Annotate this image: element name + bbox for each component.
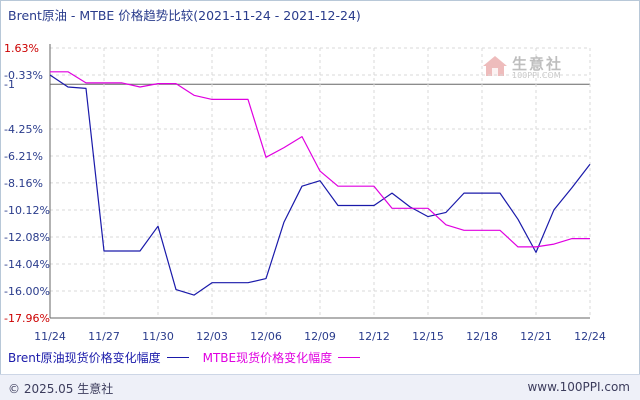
- house-logo-icon: [482, 55, 508, 81]
- legend-swatch-brent: [166, 357, 189, 358]
- axis-layer: [49, 44, 590, 319]
- x-tick-label: 12/15: [412, 330, 444, 343]
- series-line-mtbe: [50, 71, 590, 248]
- x-tick-label: 12/18: [466, 330, 498, 343]
- legend-swatch-mtbe: [338, 357, 361, 358]
- y-tick-label: -4.25%: [4, 123, 43, 136]
- y-tick-label: -16.00%: [4, 285, 50, 298]
- x-tick-label: 12/12: [358, 330, 390, 343]
- grid-layer: [49, 47, 591, 319]
- y-tick-label: -6.21%: [4, 150, 43, 163]
- x-tick-labels: 11/24 11/27 11/30 12/03 12/06 12/09 12/12 12/15…: [34, 330, 606, 343]
- y-tick-label: -10.12%: [4, 204, 50, 217]
- chart-title: Brent原油 - MTBE 价格趋势比较(2021-11-24 - 2021-…: [8, 8, 361, 23]
- y-tick-labels: 1.63% -0.33%-1 -4.25% -6.21% -8.16% -10.12% -1…: [4, 42, 50, 325]
- y-tick-label: -17.96%: [4, 312, 50, 325]
- x-tick-label: 12/24: [574, 330, 606, 343]
- x-tick-label: 11/27: [88, 330, 120, 343]
- legend-label-mtbe: MTBE现货价格变化幅度: [202, 351, 333, 365]
- x-tick-label: 11/30: [142, 330, 174, 343]
- y-tick-label: -0.33%: [4, 69, 43, 82]
- y-tick-label: -8.16%: [4, 177, 43, 190]
- series-line-brent: [49, 74, 591, 296]
- footer-copyright: © 2025.05 生意社: [8, 382, 114, 396]
- legend-item-mtbe: MTBE现货价格变化幅度: [203, 349, 361, 366]
- legend: Brent原油现货价格变化幅度 MTBE现货价格变化幅度: [8, 349, 374, 366]
- x-tick-label: 12/03: [196, 330, 228, 343]
- y-tick-label: 1.63%: [4, 42, 39, 55]
- x-tick-label: 12/06: [250, 330, 282, 343]
- legend-item-brent: Brent原油现货价格变化幅度: [8, 349, 189, 366]
- legend-label-brent: Brent原油现货价格变化幅度: [8, 351, 161, 365]
- x-tick-label: 12/21: [520, 330, 552, 343]
- footer-site-link[interactable]: www.100PPI.com: [527, 380, 630, 394]
- y-tick-label: -14.04%: [4, 258, 50, 271]
- y-tick-label: -1: [4, 78, 15, 91]
- series-layer: [49, 71, 591, 296]
- footer: © 2025.05 生意社 www.100PPI.com: [0, 374, 640, 400]
- watermark-name: 生意社: [512, 54, 564, 73]
- x-tick-label: 12/09: [304, 330, 336, 343]
- x-tick-label: 11/24: [34, 330, 66, 343]
- y-tick-label: -12.08%: [4, 231, 50, 244]
